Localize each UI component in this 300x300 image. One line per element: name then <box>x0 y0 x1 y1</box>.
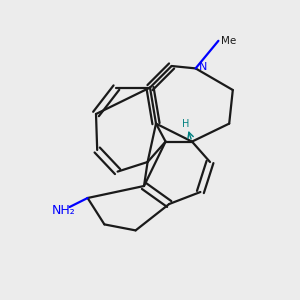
Text: H: H <box>182 118 190 129</box>
Text: NH₂: NH₂ <box>52 203 76 217</box>
Text: N: N <box>199 62 207 72</box>
Text: Me: Me <box>221 36 237 46</box>
